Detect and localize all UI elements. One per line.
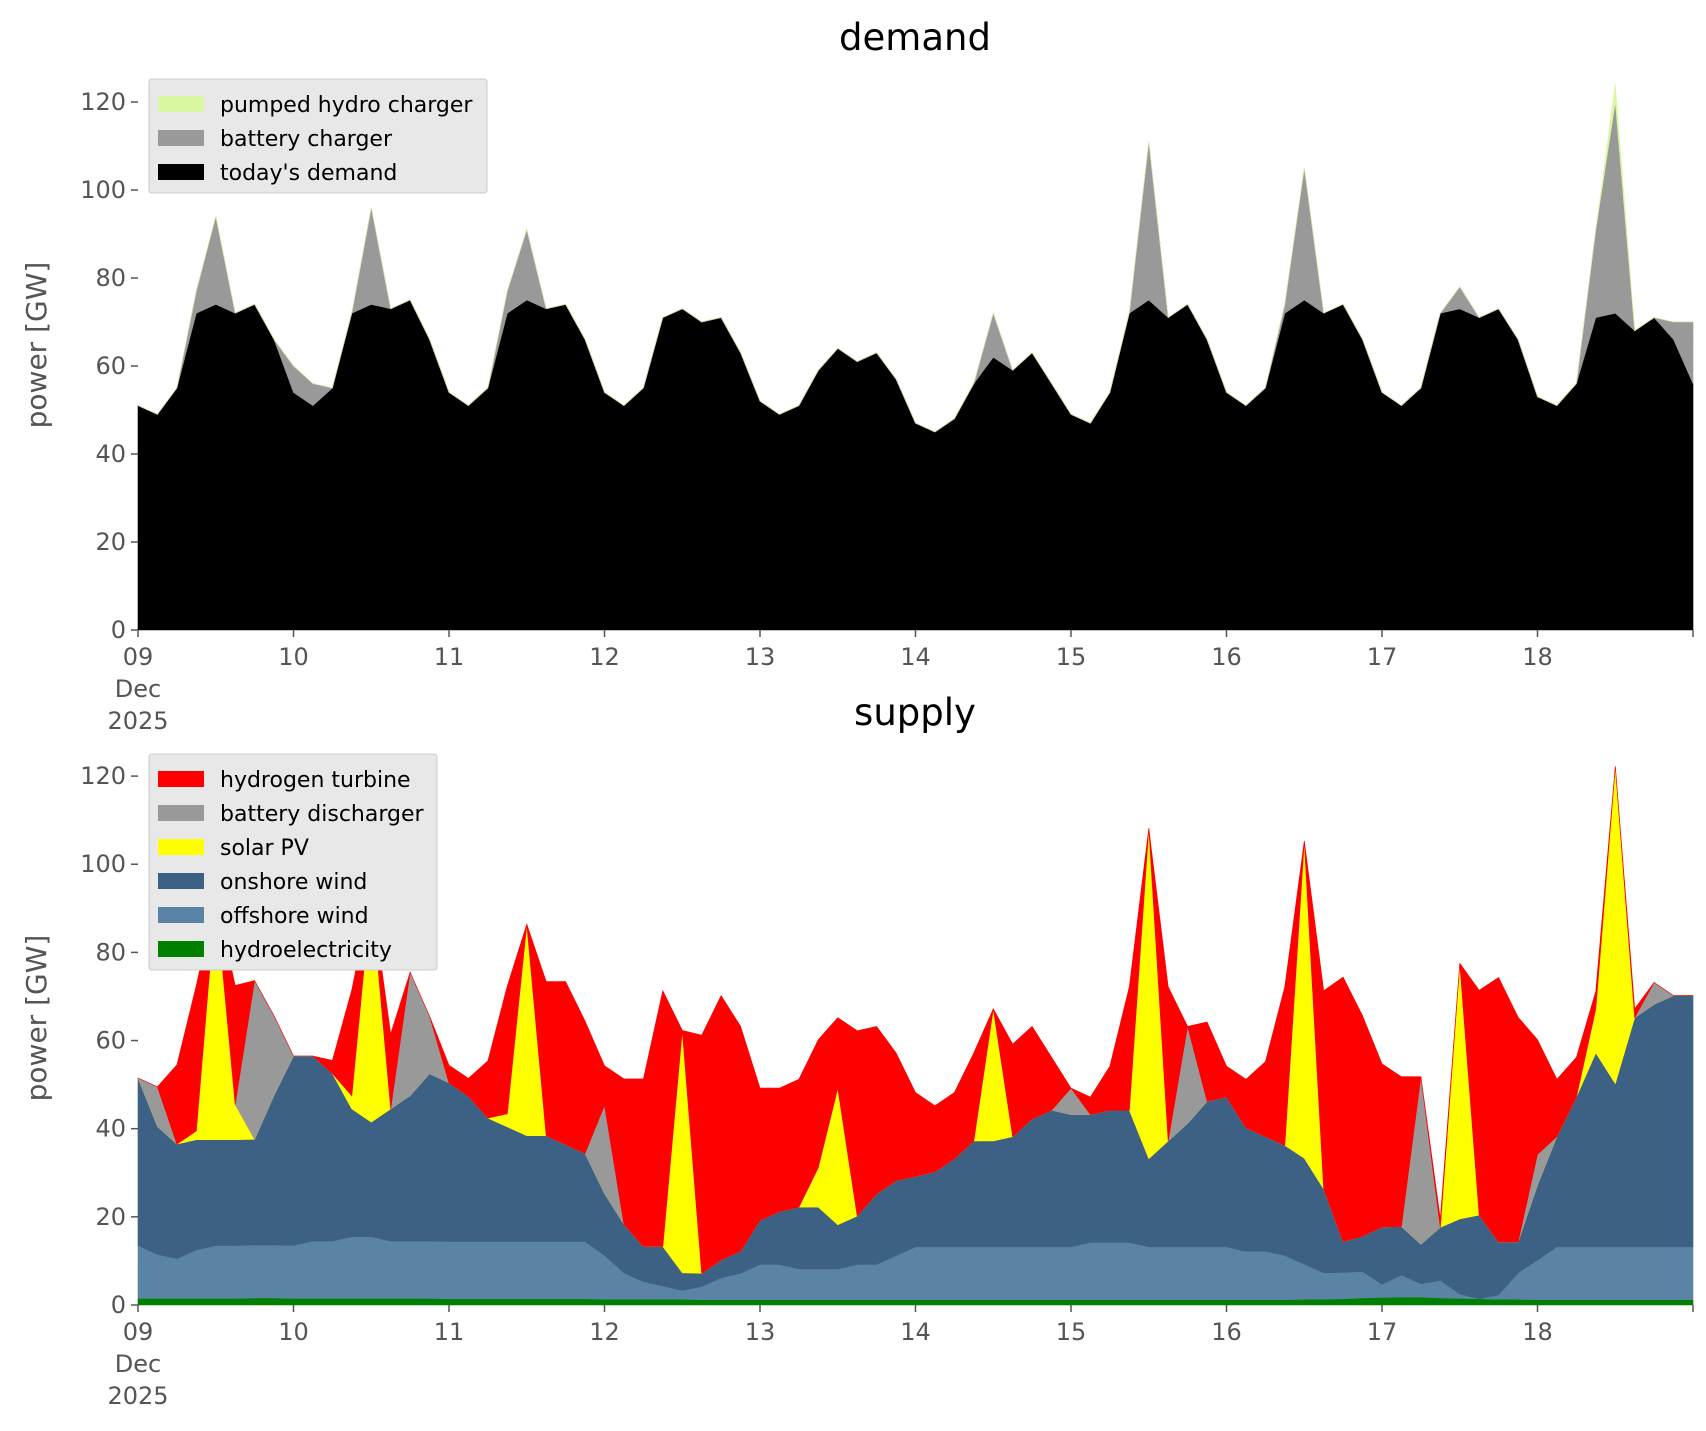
x-tick-label: 16 bbox=[1211, 1318, 1242, 1346]
x-tick-label: 18 bbox=[1522, 1318, 1553, 1346]
legend-swatch-battery-discharger bbox=[158, 805, 204, 821]
y-tick-label: 40 bbox=[95, 1115, 126, 1143]
legend-swatch-battery-charger bbox=[158, 130, 204, 146]
y-tick-label: 120 bbox=[80, 88, 126, 116]
y-tick-label: 100 bbox=[80, 850, 126, 878]
x-tick-label: 12 bbox=[589, 1318, 620, 1346]
y-axis-label: power [GW] bbox=[20, 262, 53, 429]
x-tick-label: 15 bbox=[1056, 643, 1087, 671]
y-axis-label: power [GW] bbox=[20, 935, 53, 1102]
x-tick-label: 14 bbox=[900, 643, 931, 671]
legend-label-hydrogen-turbine: hydrogen turbine bbox=[220, 768, 411, 793]
y-tick-label: 0 bbox=[111, 616, 126, 644]
x-tick-label: 14 bbox=[900, 1318, 931, 1346]
y-axis: 0 20 40 60 80 100 120 bbox=[80, 88, 138, 644]
legend-swatch-hydroelectricity bbox=[158, 941, 204, 957]
y-tick-label: 20 bbox=[95, 1203, 126, 1231]
legend-label-onshore-wind: onshore wind bbox=[220, 870, 367, 895]
y-tick-label: 60 bbox=[95, 1027, 126, 1055]
legend-label-battery-charger: battery charger bbox=[220, 127, 393, 152]
x-tick-label: 11 bbox=[434, 643, 465, 671]
legend-label-hydroelectricity: hydroelectricity bbox=[220, 938, 392, 963]
x-tick-sublabel: 2025 bbox=[107, 707, 168, 735]
x-tick-label: 18 bbox=[1522, 643, 1553, 671]
x-tick-label: 12 bbox=[589, 643, 620, 671]
x-tick-label: 09 bbox=[123, 643, 154, 671]
legend-swatch-pumped-hydro-charger bbox=[158, 96, 204, 112]
x-tick-label: 10 bbox=[278, 643, 309, 671]
x-tick-sublabel: Dec bbox=[115, 675, 161, 703]
chart-title: demand bbox=[839, 16, 991, 59]
area-layers bbox=[137, 766, 1694, 1306]
supply-panel: supply power [GW] 0 20 40 60 80 100 120 09 Dec 2… bbox=[20, 691, 1694, 1410]
y-axis: 0 20 40 60 80 100 120 bbox=[80, 762, 138, 1319]
y-tick-label: 80 bbox=[95, 938, 126, 966]
y-tick-label: 0 bbox=[111, 1291, 126, 1319]
legend-swatch-hydrogen-turbine bbox=[158, 771, 204, 787]
legend-label-offshore-wind: offshore wind bbox=[220, 904, 369, 929]
y-tick-label: 80 bbox=[95, 264, 126, 292]
area-pumped-hydro-charger bbox=[137, 84, 1693, 433]
x-axis: 09 Dec 2025 10 11 12 13 14 15 16 17 18 bbox=[107, 1305, 1694, 1410]
x-tick-label: 13 bbox=[745, 1318, 776, 1346]
legend-box bbox=[148, 753, 438, 971]
x-tick-label: 17 bbox=[1367, 1318, 1398, 1346]
x-tick-label: 17 bbox=[1367, 643, 1398, 671]
y-tick-label: 20 bbox=[95, 528, 126, 556]
x-tick-label: 13 bbox=[745, 643, 776, 671]
x-tick-sublabel: 2025 bbox=[107, 1382, 168, 1410]
area-hydrogen-turbine bbox=[137, 766, 1693, 1274]
legend: pumped hydro charger battery charger today… bbox=[148, 78, 488, 194]
legend-swatch-solar-pv bbox=[158, 839, 204, 855]
y-tick-label: 100 bbox=[80, 176, 126, 204]
legend: hydrogen turbine battery discharger solar … bbox=[148, 753, 438, 971]
x-tick-label: 09 bbox=[123, 1318, 154, 1346]
x-tick-label: 11 bbox=[434, 1318, 465, 1346]
x-tick-label: 15 bbox=[1056, 1318, 1087, 1346]
x-tick-label: 10 bbox=[278, 1318, 309, 1346]
y-tick-label: 40 bbox=[95, 440, 126, 468]
x-tick-sublabel: Dec bbox=[115, 1350, 161, 1378]
legend-swatch-onshore-wind bbox=[158, 873, 204, 889]
demand-panel: demand power [GW] 0 20 40 60 80 100 120 09 Dec 2… bbox=[20, 16, 1694, 735]
legend-label-battery-discharger: battery discharger bbox=[220, 802, 425, 827]
y-tick-label: 120 bbox=[80, 762, 126, 790]
x-tick-label: 16 bbox=[1211, 643, 1242, 671]
x-axis: 09 Dec 2025 10 11 12 13 14 15 16 17 18 bbox=[107, 630, 1694, 735]
legend-box bbox=[148, 78, 488, 194]
chart-title: supply bbox=[854, 691, 976, 734]
legend-label-today-s-demand: today's demand bbox=[220, 161, 397, 186]
y-tick-label: 60 bbox=[95, 352, 126, 380]
legend-swatch-offshore-wind bbox=[158, 907, 204, 923]
legend-label-solar-pv: solar PV bbox=[220, 836, 309, 861]
legend-label-pumped-hydro-charger: pumped hydro charger bbox=[220, 93, 473, 118]
legend-swatch-today-s-demand bbox=[158, 164, 204, 180]
